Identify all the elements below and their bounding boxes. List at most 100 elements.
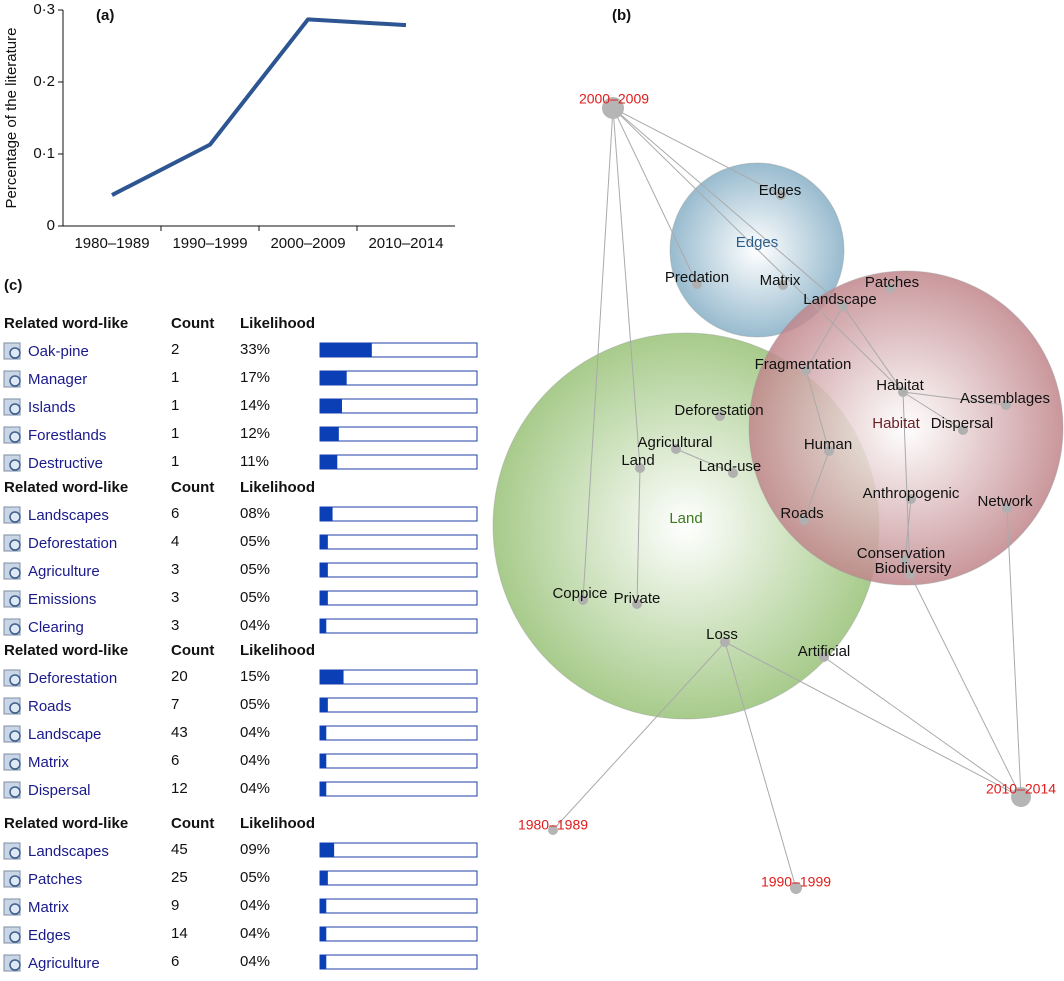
network-link — [902, 391, 911, 575]
related-word: Clearing — [28, 619, 84, 636]
related-word: Destructive — [28, 455, 103, 472]
term-label: Matrix — [760, 272, 801, 289]
network-link — [805, 369, 830, 452]
likelihood-track — [319, 926, 478, 942]
count: 20 — [171, 668, 188, 685]
network-link — [902, 391, 1007, 406]
term-label: Assemblages — [960, 390, 1050, 407]
likelihood-track — [319, 697, 478, 713]
related-word: Edges — [28, 927, 71, 944]
likelihood: 04% — [240, 780, 270, 797]
network-link — [724, 641, 1022, 798]
table-header: Count — [171, 479, 214, 496]
likelihood-bar — [320, 871, 328, 885]
network-link — [675, 448, 734, 474]
x-tick-label: 2000–2009 — [270, 235, 345, 252]
likelihood: 04% — [240, 752, 270, 769]
network-link — [552, 641, 726, 831]
likelihood: 33% — [240, 341, 270, 358]
likelihood: 15% — [240, 668, 270, 685]
panel-label: (a) — [96, 7, 114, 24]
likelihood-bar — [320, 754, 327, 768]
likelihood: 04% — [240, 953, 270, 970]
term-label: Habitat — [876, 377, 924, 394]
term-label: Biodiversity — [875, 560, 952, 577]
term-label: Dispersal — [931, 415, 994, 432]
period-label: 1980–1989 — [518, 817, 588, 833]
likelihood-track — [319, 590, 478, 606]
likelihood-track — [319, 870, 478, 886]
term-node — [715, 411, 725, 421]
search-icon-lens — [9, 730, 21, 742]
search-icon-lens — [9, 347, 21, 359]
likelihood: 05% — [240, 561, 270, 578]
cluster-label: Edges — [736, 234, 779, 251]
network-link — [612, 107, 782, 196]
related-word: Matrix — [28, 754, 69, 771]
network-link — [1006, 507, 1022, 798]
count: 6 — [171, 953, 179, 970]
search-icon-lens — [9, 875, 21, 887]
count: 3 — [171, 589, 179, 606]
x-tick-label: 1990–1999 — [172, 235, 247, 252]
count: 7 — [171, 696, 179, 713]
term-label: Land-use — [699, 458, 762, 475]
related-word: Roads — [28, 698, 71, 715]
term-label: Landscape — [803, 291, 876, 308]
likelihood: 05% — [240, 589, 270, 606]
network-link — [612, 107, 641, 469]
term-node — [635, 463, 645, 473]
likelihood-bar — [320, 427, 339, 441]
likelihood-bar — [320, 563, 328, 577]
term-label: Loss — [706, 626, 738, 643]
related-word: Deforestation — [28, 670, 117, 687]
cluster-label: Habitat — [872, 415, 920, 432]
term-node — [885, 283, 895, 293]
network-link — [724, 641, 797, 889]
cluster-label: Land — [669, 510, 702, 527]
period-label: 1990–1999 — [761, 874, 831, 890]
term-label: Fragmentation — [755, 356, 852, 373]
term-label: Patches — [865, 274, 919, 291]
likelihood: 11% — [240, 453, 269, 470]
related-word: Agriculture — [28, 955, 100, 972]
term-node — [799, 515, 809, 525]
term-node — [1002, 503, 1012, 513]
table-header: Count — [171, 642, 214, 659]
search-icon-lens — [9, 375, 21, 387]
likelihood-bar — [320, 698, 328, 712]
search-icon-lens — [9, 702, 21, 714]
likelihood: 04% — [240, 617, 270, 634]
term-node — [898, 387, 908, 397]
term-node — [692, 279, 702, 289]
likelihood-bar — [320, 619, 327, 633]
likelihood-track — [319, 562, 478, 578]
term-node — [824, 446, 834, 456]
related-word: Deforestation — [28, 535, 117, 552]
likelihood: 05% — [240, 869, 270, 886]
related-word: Landscapes — [28, 843, 109, 860]
likelihood-track — [319, 781, 478, 797]
likelihood-track — [319, 954, 478, 970]
term-label: Coppice — [552, 585, 607, 602]
table-header: Count — [171, 315, 214, 332]
term-label: Land — [621, 452, 654, 469]
search-icon-lens — [9, 959, 21, 971]
related-word: Matrix — [28, 899, 69, 916]
likelihood-bar — [320, 670, 344, 684]
likelihood-track — [319, 725, 478, 741]
search-icon-lens — [9, 931, 21, 943]
term-label: Private — [614, 590, 661, 607]
count: 2 — [171, 341, 179, 358]
period-node — [548, 825, 558, 835]
likelihood-bar — [320, 843, 335, 857]
count: 1 — [171, 397, 179, 414]
table-header: Likelihood — [240, 642, 315, 659]
term-node — [801, 365, 811, 375]
likelihood: 17% — [240, 369, 270, 386]
network-link — [803, 450, 830, 521]
related-word: Patches — [28, 871, 82, 888]
network-link — [823, 656, 1022, 798]
term-label: Edges — [759, 182, 802, 199]
